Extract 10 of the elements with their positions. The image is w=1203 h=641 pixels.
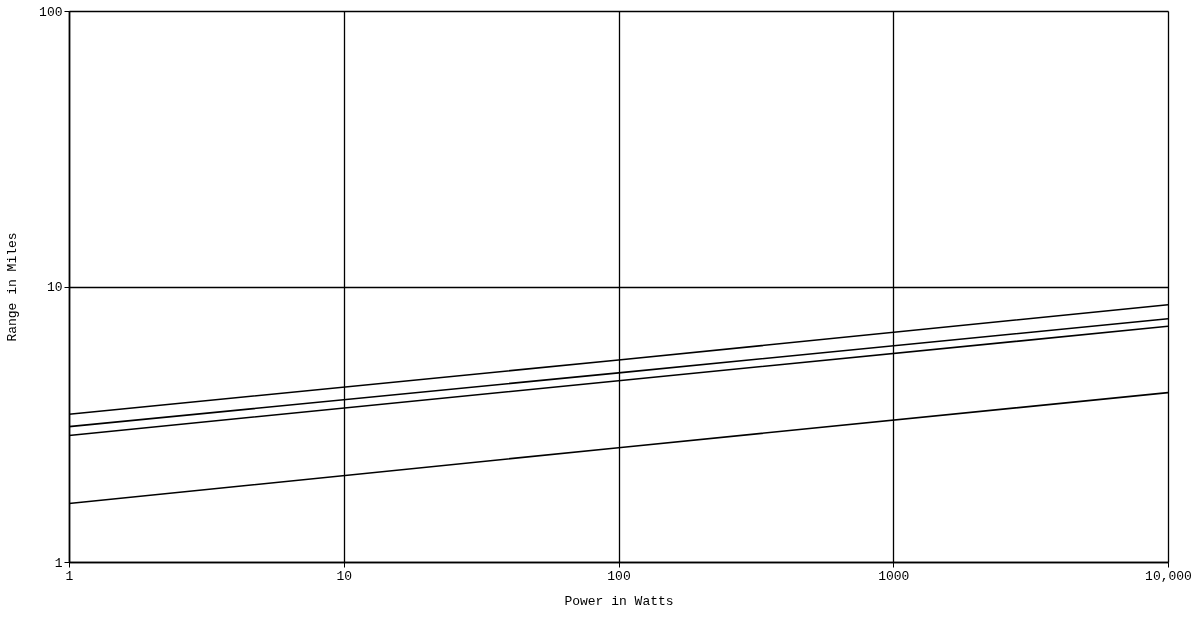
x-tick-label: 10 (336, 568, 353, 584)
y-tick-label: 10 (46, 280, 63, 295)
x-tick-label: 100 (607, 568, 631, 584)
x-axis-title: Power in Watts (564, 593, 674, 609)
y-tick-label: 100 (39, 4, 63, 20)
x-tick-label: 1 (65, 568, 74, 584)
x-tick-label: 1000 (878, 568, 910, 584)
y-tick-label: 1 (54, 555, 63, 571)
x-tick-label: 10,000 (1145, 568, 1192, 584)
y-axis-title: Range in Miles (5, 232, 21, 342)
